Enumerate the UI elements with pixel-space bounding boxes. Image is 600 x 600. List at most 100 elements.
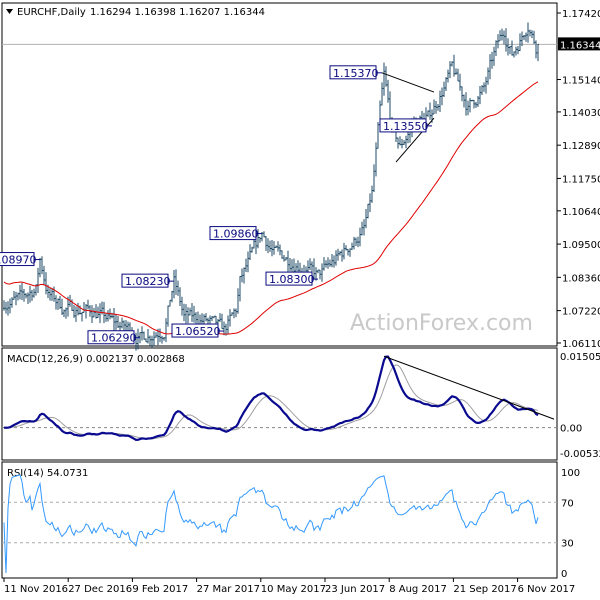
price-label-box bbox=[329, 65, 377, 80]
ohlc-bar bbox=[333, 255, 335, 268]
collapse-triangle-icon[interactable] bbox=[6, 9, 13, 14]
ohlc-bar bbox=[489, 54, 491, 80]
ohlc-bar bbox=[361, 221, 363, 236]
ohlc-bar bbox=[507, 38, 509, 56]
ohlc-bar bbox=[53, 286, 55, 302]
price-label: 1.06520 bbox=[175, 325, 221, 338]
ohlc-bar bbox=[229, 309, 231, 327]
date-tick-label: 9 Feb 2017 bbox=[132, 584, 188, 595]
ohlc-bar bbox=[499, 30, 501, 42]
ohlc-bar bbox=[493, 46, 495, 66]
price-label: 1.06290 bbox=[91, 332, 137, 345]
ohlc-bar bbox=[537, 43, 539, 62]
ohlc-bar bbox=[205, 313, 207, 322]
ohlc-bar bbox=[85, 303, 87, 319]
ohlc-bar bbox=[371, 185, 373, 203]
ohlc-bar bbox=[473, 99, 475, 109]
price-tick-label: 1.15140 bbox=[562, 76, 600, 87]
ohlc-bar bbox=[461, 86, 463, 102]
ohlc-bar bbox=[275, 245, 277, 248]
trendline bbox=[383, 355, 555, 420]
ohlc-bar bbox=[533, 30, 535, 44]
ohlc-bar bbox=[343, 242, 345, 260]
ohlc-bar bbox=[125, 320, 127, 331]
ohlc-bar bbox=[313, 258, 315, 280]
ohlc-bar bbox=[491, 51, 493, 69]
ohlc-bar bbox=[41, 256, 43, 275]
ohlc-bar bbox=[397, 137, 399, 149]
moving-average-line bbox=[3, 81, 539, 335]
ohlc-bar bbox=[189, 307, 191, 316]
ohlc-bar bbox=[527, 22, 529, 43]
price-tick-label: 1.07220 bbox=[562, 307, 600, 318]
ohlc-bar bbox=[269, 240, 271, 252]
ohlc-bar bbox=[381, 82, 383, 106]
date-tick-label: 27 Mar 2017 bbox=[197, 584, 260, 595]
ohlc-bar bbox=[11, 297, 13, 308]
date-tick-label: 11 Nov 2016 bbox=[4, 584, 68, 595]
ohlc-bar bbox=[505, 28, 507, 52]
ohlc-bar bbox=[525, 32, 527, 42]
ohlc-bar bbox=[217, 318, 219, 325]
ohlc-bar bbox=[99, 303, 101, 324]
ohlc-bar bbox=[433, 99, 435, 115]
price-tick-label: 1.12890 bbox=[562, 141, 600, 152]
ohlc-values: 1.16294 1.16398 1.16207 1.16344 bbox=[90, 7, 265, 18]
ohlc-bar bbox=[363, 219, 365, 236]
ohlc-bar bbox=[445, 77, 447, 92]
ohlc-bar bbox=[279, 244, 281, 256]
ohlc-bar bbox=[519, 33, 521, 52]
ohlc-bar bbox=[531, 30, 533, 39]
ohlc-bar bbox=[283, 255, 285, 262]
ohlc-bar bbox=[273, 241, 275, 255]
ohlc-bar bbox=[55, 295, 57, 310]
rsi-tick-label: 100 bbox=[561, 468, 580, 479]
ohlc-bar bbox=[5, 301, 7, 314]
ohlc-bar bbox=[45, 272, 47, 295]
ohlc-bar bbox=[385, 66, 387, 87]
ohlc-bar bbox=[15, 291, 17, 306]
ohlc-bar bbox=[319, 269, 321, 280]
ohlc-bar bbox=[513, 51, 515, 58]
ohlc-bar bbox=[243, 267, 245, 284]
ohlc-bar bbox=[227, 315, 229, 335]
date-tick-label: 8 Aug 2017 bbox=[389, 584, 447, 595]
date-tick-label: 23 Jun 2017 bbox=[325, 584, 385, 595]
ohlc-bar bbox=[365, 209, 367, 229]
price-panel bbox=[1, 2, 558, 347]
price-label-box bbox=[121, 273, 169, 288]
ohlc-bar bbox=[517, 45, 519, 55]
ohlc-bar bbox=[75, 306, 77, 322]
ohlc-bar bbox=[353, 236, 355, 250]
ohlc-bar bbox=[369, 193, 371, 213]
ohlc-bar bbox=[151, 335, 153, 349]
ohlc-bar bbox=[113, 308, 115, 331]
ohlc-bar bbox=[515, 46, 517, 56]
ohlc-bar bbox=[49, 288, 51, 301]
ohlc-bar bbox=[435, 100, 437, 114]
ohlc-bar bbox=[33, 288, 35, 298]
ohlc-bar bbox=[235, 308, 237, 318]
ohlc-bar bbox=[453, 54, 455, 77]
ohlc-bar bbox=[477, 95, 479, 107]
ohlc-bar bbox=[295, 263, 297, 272]
ohlc-bar bbox=[263, 231, 265, 238]
ohlc-bar bbox=[529, 29, 531, 37]
ohlc-bar bbox=[161, 335, 163, 344]
ohlc-bar bbox=[65, 307, 67, 319]
ohlc-bar bbox=[155, 332, 157, 338]
price-label-box bbox=[87, 330, 135, 345]
ohlc-bar bbox=[141, 326, 143, 341]
rsi-tick-label: 0 bbox=[561, 569, 567, 580]
macd-tick-label: 0.00 bbox=[560, 424, 582, 435]
ohlc-bar bbox=[91, 305, 93, 323]
ohlc-bar bbox=[265, 235, 267, 251]
rsi-tick-label: 70 bbox=[561, 498, 574, 509]
ohlc-bar bbox=[327, 257, 329, 269]
ohlc-bar bbox=[61, 298, 63, 316]
ohlc-bar bbox=[451, 61, 453, 67]
ohlc-bar bbox=[173, 270, 175, 299]
ohlc-bar bbox=[165, 318, 167, 343]
